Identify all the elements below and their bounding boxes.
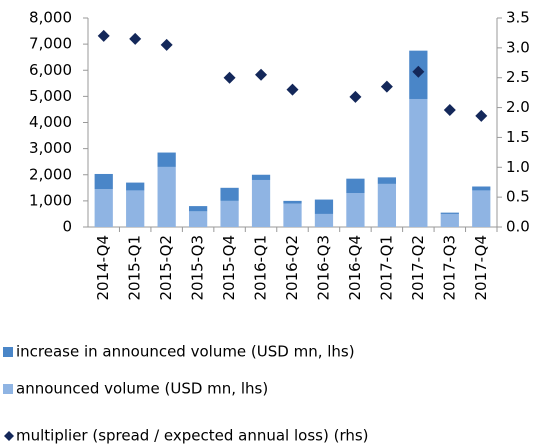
bar-segment	[283, 200, 302, 204]
bar-segment	[314, 199, 334, 214]
diamond-marker	[412, 65, 425, 78]
bar-segment	[283, 203, 302, 227]
y2-tick-label: 2.5	[506, 68, 530, 86]
x-tick-label: 2016-Q3	[314, 235, 332, 301]
x-tick-label: 2016-Q4	[346, 235, 364, 301]
diamond-marker	[129, 32, 142, 45]
bar-segment	[188, 206, 208, 212]
diamond-marker	[380, 80, 393, 93]
bar-segment	[94, 189, 113, 227]
diamond-marker	[255, 68, 268, 81]
y-tick-label: 3,000	[29, 139, 72, 157]
bar-segment	[94, 173, 113, 190]
bar-segment	[157, 166, 176, 227]
legend-label: announced volume (USD mn, lhs)	[16, 380, 268, 398]
legend-swatch	[3, 384, 13, 394]
y2-tick-label: 3.5	[506, 9, 530, 27]
legend-label: increase in announced volume (USD mn, lh…	[16, 343, 355, 361]
x-tick-label: 2017-Q4	[472, 235, 490, 301]
y-tick-label: 2,000	[29, 165, 72, 183]
bar-segment	[126, 182, 145, 191]
bar-segment	[251, 174, 271, 180]
y2-tick-label: 2.0	[506, 98, 530, 116]
bar-segment	[188, 211, 208, 227]
bar-segment	[314, 213, 334, 227]
diamond-marker	[223, 71, 236, 84]
x-tick-label: 2017-Q1	[377, 235, 395, 301]
diamond-marker	[443, 103, 456, 116]
x-tick-label: 2016-Q2	[283, 235, 301, 301]
y2-tick-label: 1.0	[506, 158, 530, 176]
x-tick-label: 2015-Q1	[126, 235, 144, 301]
x-tick-label: 2016-Q1	[252, 235, 270, 301]
bar-segment	[440, 213, 459, 227]
bar-segment	[346, 178, 365, 194]
diamond-marker	[286, 83, 299, 96]
x-tick-label: 2017-Q3	[440, 235, 458, 301]
x-tick-label: 2017-Q2	[409, 235, 427, 301]
y-tick-label: 6,000	[29, 61, 72, 79]
bar-segment	[472, 190, 491, 227]
y2-tick-label: 0.0	[506, 218, 530, 236]
diamond-marker	[475, 109, 488, 122]
y-tick-label: 1,000	[29, 191, 72, 209]
bar-segment	[440, 212, 459, 214]
y-tick-label: 5,000	[29, 87, 72, 105]
bar-segment	[409, 98, 428, 227]
y-tick-label: 8,000	[29, 9, 72, 27]
legend-swatch	[3, 347, 13, 357]
y2-tick-label: 3.0	[506, 38, 530, 56]
y-tick-label: 0	[62, 218, 72, 236]
bar-segment	[157, 152, 176, 167]
diamond-marker	[97, 29, 110, 42]
bar-segment	[472, 186, 491, 191]
y-tick-label: 4,000	[29, 113, 72, 131]
bar-segment	[346, 193, 365, 227]
diamond-marker	[349, 90, 362, 103]
legend-marker	[4, 431, 14, 441]
bar-segment	[126, 190, 145, 227]
diamond-marker	[160, 38, 173, 51]
x-tick-label: 2015-Q3	[189, 235, 207, 301]
legend-label: multiplier (spread / expected annual los…	[16, 427, 369, 445]
y2-tick-label: 1.5	[506, 128, 530, 146]
bar-segment	[377, 177, 397, 184]
x-tick-label: 2015-Q2	[157, 235, 175, 301]
bar-segment	[251, 179, 271, 227]
y2-tick-label: 0.5	[506, 188, 530, 206]
bar-segment	[377, 183, 397, 227]
x-tick-label: 2015-Q4	[220, 235, 238, 301]
y-tick-label: 7,000	[29, 35, 72, 53]
x-tick-label: 2014-Q4	[94, 235, 112, 301]
bar-segment	[220, 187, 239, 201]
bar-segment	[220, 200, 239, 227]
